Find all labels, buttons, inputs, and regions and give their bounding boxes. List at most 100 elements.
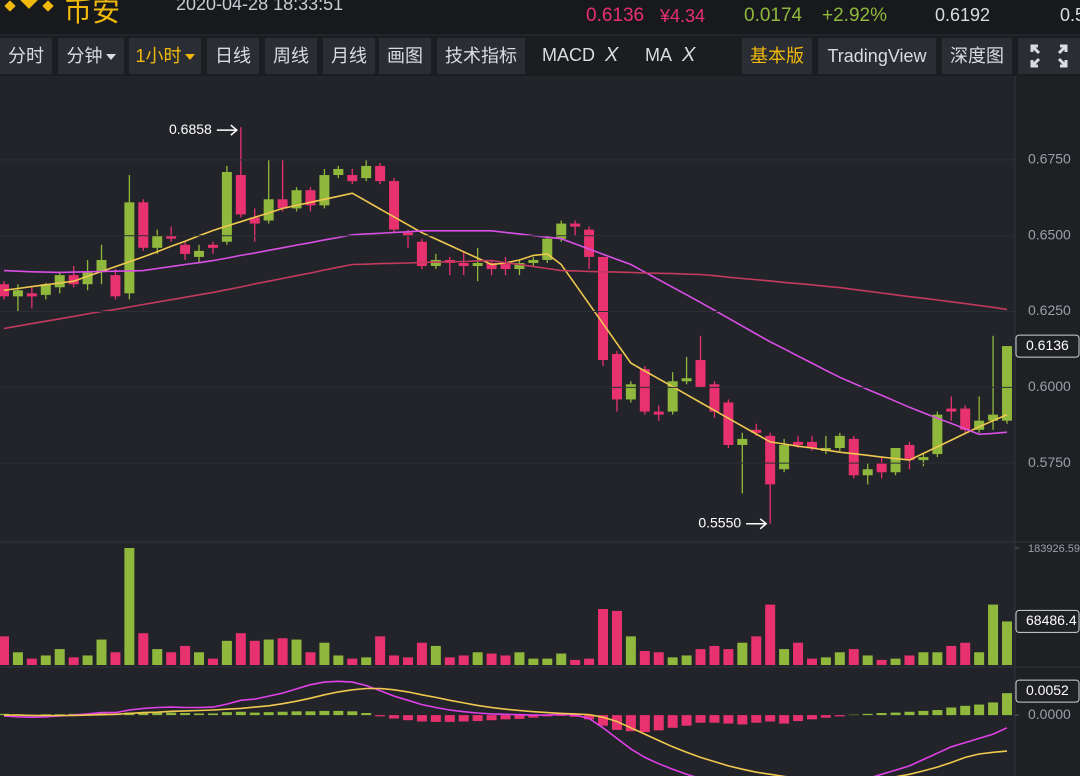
volume-bar xyxy=(82,655,93,665)
macd-bar xyxy=(542,715,553,717)
volume-bar xyxy=(389,655,400,665)
volume-bar xyxy=(918,652,929,665)
candle-body xyxy=(389,181,400,230)
macd-bar xyxy=(904,711,915,716)
macd-bar xyxy=(472,715,483,722)
candle-body xyxy=(82,272,93,285)
volume-bar xyxy=(249,640,260,665)
candle-body xyxy=(723,402,734,445)
volume-bar xyxy=(500,655,511,665)
candle-body xyxy=(709,384,720,412)
volume-bar xyxy=(974,652,985,665)
volume-bar xyxy=(653,652,664,665)
candle-body xyxy=(974,420,985,430)
macd-bar xyxy=(291,711,302,716)
candle-body xyxy=(263,199,274,221)
macd-bar xyxy=(0,713,9,716)
volume-bar xyxy=(277,638,288,665)
volume-bar xyxy=(0,636,9,665)
macd-bar xyxy=(806,715,817,720)
y-tick-label: 0.0000 xyxy=(1028,706,1071,722)
indicator[interactable]: MACD X xyxy=(542,38,618,74)
volume-bar xyxy=(235,633,246,665)
volume-bar xyxy=(751,636,762,665)
candle-body xyxy=(207,244,218,248)
view-tab[interactable]: 深度图 xyxy=(942,38,1012,74)
volume-bar xyxy=(639,651,650,665)
macd-bar xyxy=(389,715,400,719)
tab[interactable]: 分时 xyxy=(0,38,52,74)
candle-body xyxy=(556,223,567,239)
macd-bar xyxy=(709,715,720,723)
macd-bar xyxy=(500,715,511,720)
volume-bar xyxy=(458,655,469,665)
volume-bar xyxy=(960,642,971,665)
volume-bar xyxy=(319,642,330,665)
volume-bar xyxy=(375,636,386,665)
candle-body xyxy=(26,293,37,297)
line xyxy=(3,230,1008,436)
candle-body xyxy=(806,441,817,448)
y-tick-label: 0.6750 xyxy=(1028,151,1071,167)
volume-bar xyxy=(40,655,51,665)
volume-bar xyxy=(793,642,804,665)
macd-bar xyxy=(12,714,23,716)
volume-bar xyxy=(416,642,427,665)
macd-bar xyxy=(138,712,149,716)
high-price: 0.6192 xyxy=(935,5,991,25)
macd-bar xyxy=(932,710,943,716)
macd-bar xyxy=(375,715,386,717)
view-tab[interactable]: TradingView xyxy=(818,38,936,74)
volume-bar xyxy=(430,645,441,665)
volume-bar xyxy=(988,604,999,665)
macd-bar xyxy=(486,715,497,721)
tab[interactable]: 日线 xyxy=(207,38,259,74)
macd-bar xyxy=(180,713,191,716)
price-box xyxy=(1015,334,1080,358)
macd-bar xyxy=(194,713,205,716)
macd-bar xyxy=(305,711,316,716)
indicator[interactable]: MA X xyxy=(645,38,695,74)
tab[interactable]: 周线 xyxy=(265,38,317,74)
view-tab[interactable]: 基本版 xyxy=(742,38,812,74)
volume-bar xyxy=(848,649,859,665)
macd-bar xyxy=(68,713,79,716)
macd-bar xyxy=(430,715,441,722)
volume-bar xyxy=(472,652,483,665)
candle-body xyxy=(862,469,873,476)
tab[interactable]: 1小时 xyxy=(129,38,201,74)
tab[interactable]: 分钟 xyxy=(58,38,124,74)
macd-bar xyxy=(988,702,999,716)
last-macd-label: 0.0052 xyxy=(1026,682,1069,698)
volume-bar xyxy=(904,655,915,665)
tab[interactable]: 月线 xyxy=(323,38,375,74)
macd-bar xyxy=(834,715,845,717)
macd-bar xyxy=(779,715,790,724)
candle-body xyxy=(221,172,232,242)
candle-body xyxy=(110,275,121,297)
candle-body xyxy=(667,381,678,412)
fullscreen-button[interactable] xyxy=(1018,38,1080,74)
volume-bar xyxy=(514,652,525,665)
candle-body xyxy=(305,190,316,206)
tab[interactable]: 技术指标 xyxy=(437,38,525,74)
logo-icon xyxy=(4,0,54,12)
candle-body xyxy=(737,438,748,445)
tab[interactable]: 画图 xyxy=(379,38,431,74)
volume-bar xyxy=(765,604,776,665)
indicator-close[interactable]: X xyxy=(682,44,696,66)
candle-body xyxy=(277,199,288,209)
tab-label: 分钟 xyxy=(66,46,103,66)
candle-body xyxy=(444,259,455,263)
macd-bar xyxy=(96,713,107,716)
annotation-arrowhead xyxy=(759,518,768,530)
candle-body xyxy=(765,435,776,485)
candle-body xyxy=(180,244,191,254)
macd-bar xyxy=(347,711,358,716)
volume-bar xyxy=(570,659,581,665)
change-pct: +2.92% xyxy=(822,5,887,26)
macd-bar xyxy=(793,715,804,722)
axis-background xyxy=(1015,76,1080,776)
indicator-close[interactable]: X xyxy=(605,44,619,66)
volume-bar xyxy=(96,639,107,665)
